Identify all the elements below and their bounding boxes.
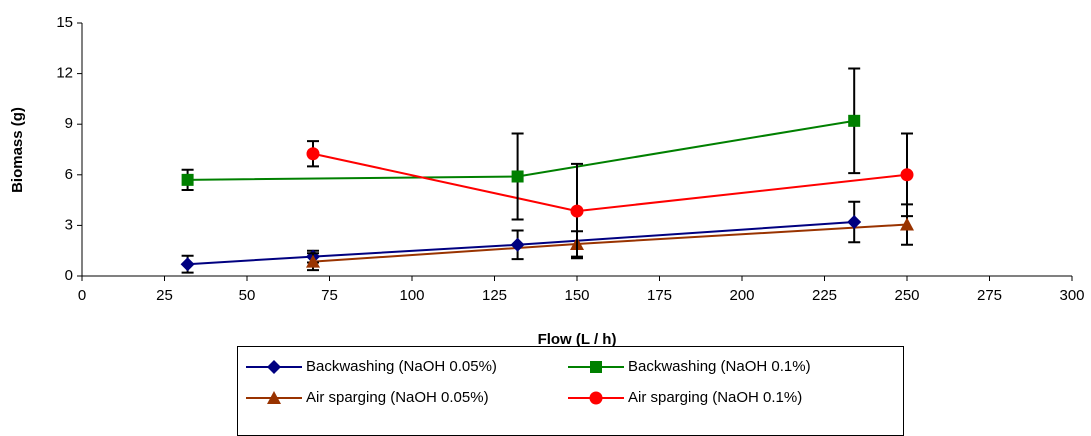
marker-circle [900,168,914,182]
legend-label: Backwashing (NaOH 0.05%) [306,358,497,375]
y-tick-label: 6 [65,166,73,183]
x-tick-label: 300 [1059,287,1084,304]
x-tick-label: 150 [564,287,589,304]
marker-triangle [306,254,320,268]
y-tick-label: 12 [56,65,73,82]
y-tick-label: 3 [65,216,73,233]
marker-diamond [180,257,195,272]
series-line [312,152,908,213]
y-tick-label: 15 [56,14,73,31]
y-tick-label: 0 [65,267,73,284]
marker-square [590,361,602,373]
x-tick-label: 175 [647,287,672,304]
marker-diamond [847,215,862,230]
x-tick-label: 50 [239,287,256,304]
marker-circle [570,204,584,218]
marker-diamond [267,360,281,374]
legend-label: Air sparging (NaOH 0.05%) [306,389,489,406]
legend-box [237,346,904,436]
x-tick-label: 125 [482,287,507,304]
marker-triangle [900,217,914,231]
marker-circle [589,391,603,405]
y-tick-label: 9 [65,115,73,132]
marker-diamond [510,237,525,252]
x-tick-label: 275 [977,287,1002,304]
x-tick-label: 25 [156,287,173,304]
legend-label: Air sparging (NaOH 0.1%) [628,389,802,406]
marker-circle [306,147,320,161]
marker-triangle [267,391,281,404]
x-tick-label: 200 [729,287,754,304]
y-axis-label: Biomass (g) [9,107,26,193]
x-tick-label: 75 [321,287,338,304]
marker-square [848,114,861,127]
series-line [187,221,855,266]
x-tick-label: 100 [399,287,424,304]
marker-square [181,173,194,186]
x-tick-label: 250 [894,287,919,304]
x-axis-label: Flow (L / h) [538,331,617,348]
marker-square [511,170,524,183]
x-tick-label: 0 [78,287,86,304]
series-line [312,223,908,263]
legend-label: Backwashing (NaOH 0.1%) [628,358,811,375]
x-tick-label: 225 [812,287,837,304]
